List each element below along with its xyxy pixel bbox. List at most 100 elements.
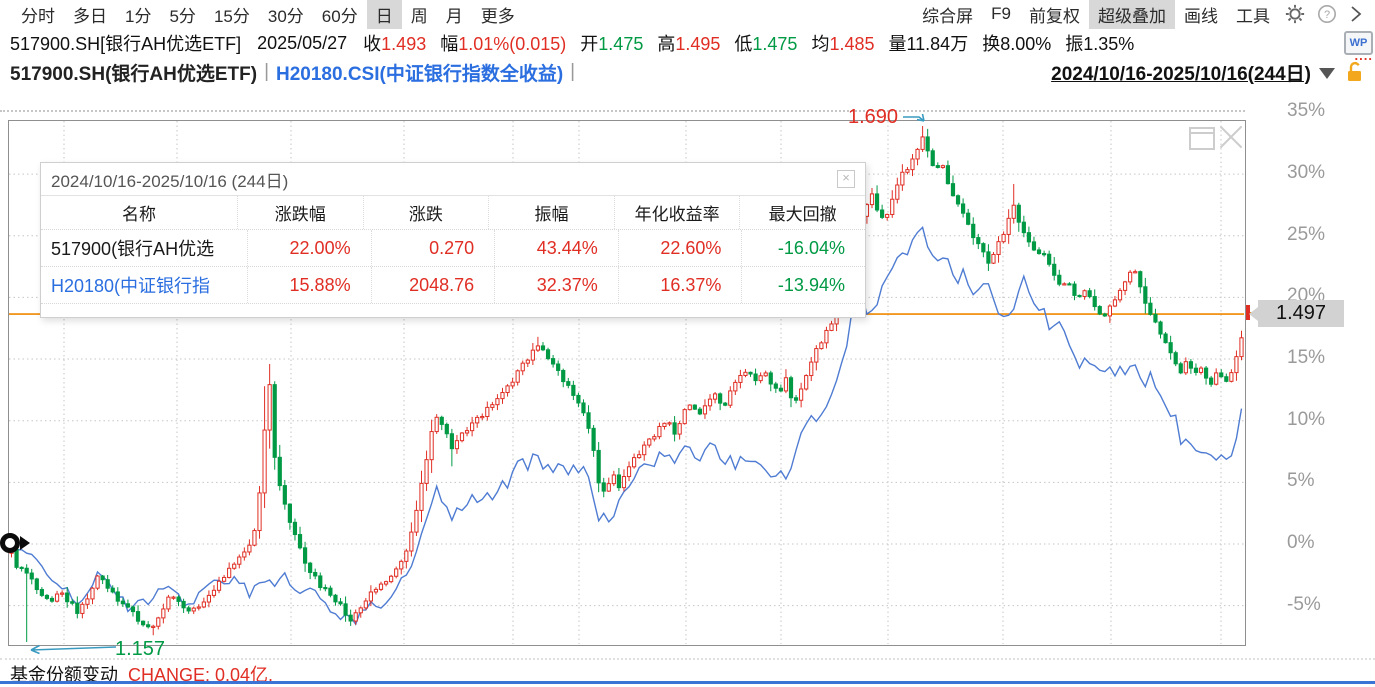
- axis-tick-label: 0%: [1287, 532, 1315, 553]
- toolbar-item-minute[interactable]: 分时: [21, 6, 55, 26]
- stats-header-cell: 涨跌: [362, 196, 489, 229]
- quote-field-label: 量: [888, 34, 907, 54]
- toolbar-item-composite-screen[interactable]: 综合屏: [922, 6, 974, 26]
- chevron-down-icon[interactable]: [1319, 67, 1335, 79]
- quote-field-label: 收: [363, 34, 382, 54]
- toolbar-item-30min[interactable]: 30分: [267, 6, 304, 26]
- quote-field-量: 量11.84万: [888, 30, 968, 56]
- quote-bar: 517900.SH[银行AH优选ETF] 2025/05/27 收1.493 幅1…: [0, 30, 1375, 56]
- period-toolbar: 分时 多日 1分 5分 15分 30分 60分日周月更多 综合屏 F9 前复权 超级叠加 画线 工具 …: [0, 0, 1375, 29]
- index-line: [11, 226, 1243, 626]
- toolbar-item-month[interactable]: 月: [445, 6, 463, 26]
- quote-field-label: 换: [982, 34, 1001, 54]
- stats-cell: 2048.76: [370, 267, 495, 303]
- toolbar-item-draw-line[interactable]: 画线: [1184, 6, 1218, 26]
- stats-cell: 0.270: [370, 230, 495, 266]
- quote-field-收: 收1.493: [363, 30, 426, 56]
- toolbar-item-day[interactable]: 日: [366, 0, 402, 29]
- toolbar-item-week[interactable]: 周: [410, 6, 428, 26]
- low-price-annotation: 1.157: [115, 638, 166, 660]
- wp-desktop-icon[interactable]: WP: [1344, 31, 1373, 63]
- gear-icon[interactable]: [1285, 4, 1305, 24]
- quote-field-均: 均1.485: [811, 30, 874, 56]
- quote-field-label: 低: [734, 34, 753, 54]
- help-icon[interactable]: ?: [1317, 4, 1337, 24]
- unlock-icon[interactable]: [1345, 61, 1365, 83]
- quote-field-label: 幅: [440, 34, 459, 54]
- toolbar-item-5min[interactable]: 5分: [169, 6, 196, 26]
- quote-symbol: 517900.SH[银行AH优选ETF]: [10, 34, 242, 54]
- stats-cell: 43.44%: [494, 230, 618, 266]
- axis-tick-label: 30%: [1287, 162, 1326, 184]
- quote-field-label: 振: [1065, 34, 1084, 54]
- close-icon[interactable]: [837, 170, 855, 188]
- stats-name-cell[interactable]: H20180(中证银行指: [51, 276, 211, 296]
- stats-row: 517900(银行AH优选 22.00% 0.270 43.44% 22.60% -16.…: [41, 230, 865, 267]
- quote-field-value: 1.493: [381, 34, 427, 54]
- stats-header-cell: 涨跌幅: [237, 196, 363, 229]
- separator: |: [570, 61, 576, 82]
- toolbar-item-15min[interactable]: 15分: [213, 6, 250, 26]
- toolbar-item-60min[interactable]: 60分: [321, 6, 358, 26]
- stats-cell: 15.88%: [247, 267, 371, 303]
- quote-field-低: 低1.475: [734, 30, 797, 56]
- interval-range-control: 2024/10/16-2025/10/16(244日): [1051, 59, 1375, 86]
- stats-header-cell: 名称: [122, 205, 156, 224]
- quote-field-value: 1.35%: [1083, 34, 1135, 54]
- toolbar-item-forward-adjust[interactable]: 前复权: [1029, 6, 1080, 26]
- period-tabs: 分时 多日 1分 5分 15分 30分 60分日周月更多: [0, 0, 524, 29]
- axis-tick-label: 25%: [1287, 223, 1326, 245]
- quote-field-label: 高: [657, 34, 676, 54]
- stats-cell: 22.00%: [247, 230, 371, 266]
- quote-date: 2025/05/27: [257, 32, 348, 53]
- interval-range-text[interactable]: 2024/10/16-2025/10/16(244日): [1051, 63, 1311, 85]
- quote-field-振: 振1.35%: [1065, 30, 1134, 56]
- current-price-tick: [1246, 305, 1250, 320]
- separator: |: [264, 61, 269, 82]
- interval-start-marker[interactable]: [0, 533, 20, 553]
- stats-cell: 32.37%: [494, 267, 618, 303]
- gridline-35pct: [0, 110, 1245, 112]
- interval-start-arrow[interactable]: [20, 536, 30, 550]
- fund-share-change: CHANGE: 0.04亿,: [128, 665, 274, 685]
- interval-stats-panel: 2024/10/16-2025/10/16 (244日) 名称 涨跌幅涨跌振幅年化…: [40, 162, 866, 318]
- toolbar-item-super-overlay[interactable]: 超级叠加: [1089, 0, 1175, 29]
- current-price-tag: 1.497: [1249, 300, 1344, 327]
- quote-field-value: 1.475: [598, 34, 644, 54]
- stats-cell: -13.94%: [741, 267, 865, 303]
- quote-field-label: 开: [580, 34, 599, 54]
- stats-panel-title-row: 2024/10/16-2025/10/16 (244日): [41, 163, 865, 196]
- stats-name-cell[interactable]: 517900(银行AH优选: [51, 239, 215, 259]
- quote-field-换: 换8.00%: [982, 30, 1051, 56]
- toolbar-right: 综合屏 F9 前复权 超级叠加 画线 工具 ?: [913, 0, 1375, 29]
- stats-panel-title: 2024/10/16-2025/10/16 (244日): [51, 171, 289, 191]
- chevron-right-icon[interactable]: [1349, 4, 1363, 24]
- low-annotation-arrow: [30, 644, 117, 655]
- quote-field-value: 1.495: [675, 34, 721, 54]
- toolbar-item-tools[interactable]: 工具: [1236, 6, 1270, 26]
- quote-field-value: 1.485: [829, 34, 875, 54]
- gridline-bottom: [0, 658, 1375, 660]
- toolbar-right-items: 综合屏 F9 前复权 超级叠加 画线 工具: [913, 0, 1279, 29]
- restore-window-icon[interactable]: [1189, 127, 1215, 150]
- quote-field-value: 11.84万: [906, 34, 969, 54]
- axis-tick-label: 5%: [1287, 470, 1315, 492]
- stats-table: 名称 涨跌幅 涨跌 振幅 年化收益率 最大回撤 517900(银行AH优选 22.00% 0.2…: [41, 196, 865, 304]
- close-window-icon[interactable]: [1217, 123, 1245, 151]
- toolbar-item-multi-day[interactable]: 多日: [73, 6, 107, 26]
- toolbar-item-f9[interactable]: F9: [991, 4, 1011, 23]
- stats-header-cell: 最大回撤: [739, 196, 865, 229]
- bottom-divider: [0, 681, 1375, 684]
- toolbar-item-1min[interactable]: 1分: [125, 6, 152, 26]
- stats-header-row: 名称 涨跌幅 涨跌 振幅 年化收益率 最大回撤: [41, 196, 865, 230]
- quote-field-开: 开1.475: [580, 30, 643, 56]
- stats-header-cell: 年化收益率: [613, 196, 740, 229]
- toolbar-item-more[interactable]: 更多: [480, 6, 515, 26]
- quote-field-label: 均: [811, 34, 830, 54]
- primary-series-label[interactable]: 517900.SH(银行AH优选ETF): [10, 63, 258, 85]
- stats-cell: 22.60%: [617, 230, 742, 266]
- secondary-series-label[interactable]: H20180.CSI(中证银行指数全收益): [276, 63, 564, 85]
- axis-tick-label: 10%: [1287, 408, 1326, 430]
- stats-header-cell: 振幅: [488, 196, 614, 229]
- quote-field-幅: 幅1.01%(0.015): [440, 30, 566, 56]
